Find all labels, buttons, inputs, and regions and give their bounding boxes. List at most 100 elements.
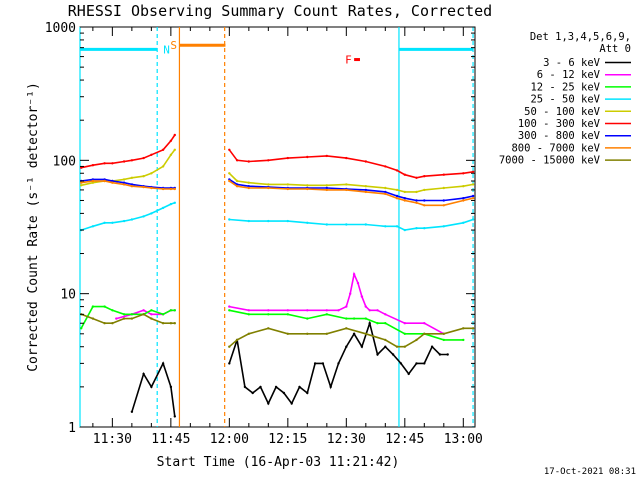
data-point-1-14 (345, 305, 348, 308)
data-point-2-20 (376, 322, 379, 325)
data-point-1-16 (352, 273, 356, 276)
data-point-0-20 (337, 362, 340, 365)
data-point-8-14 (267, 327, 270, 330)
data-point-1-11 (306, 309, 309, 312)
data-point-6-25 (442, 199, 445, 202)
data-point-2-2 (103, 305, 106, 308)
data-point-7-2 (103, 179, 106, 183)
data-point-5-4 (122, 160, 126, 163)
series-lines (80, 133, 475, 418)
y-axis-label: Corrected Count Rate (s⁻¹ detector⁻¹) (26, 82, 41, 372)
series-line-3-0 (80, 202, 176, 231)
data-point-1-8 (247, 309, 250, 312)
data-point-4-5 (130, 176, 134, 179)
data-point-5-23 (415, 176, 418, 179)
legend-label-4: 50 - 100 keV (524, 106, 601, 118)
data-point-7-19 (364, 190, 367, 194)
legend-label-5: 100 - 300 keV (518, 118, 601, 130)
data-point-0-15 (298, 385, 301, 389)
data-point-5-3 (111, 162, 114, 165)
data-point-0-16 (306, 391, 309, 395)
timestamp-label: 17-Oct-2021 08:31 (544, 467, 636, 477)
data-point-2-18 (352, 317, 356, 320)
series-line-1-1 (229, 271, 445, 335)
data-point-1-21 (376, 309, 379, 312)
data-point-3-16 (325, 223, 328, 226)
x-tick-label-4: 12:30 (327, 432, 366, 447)
data-point-2-19 (364, 317, 367, 320)
data-point-2-9 (169, 309, 173, 312)
annotation-f: F (345, 54, 352, 67)
legend-label-3: 25 - 50 keV (530, 94, 600, 106)
data-point-5-1 (91, 164, 95, 167)
data-point-0-27 (391, 353, 395, 356)
y-tick-label-2: 100 (53, 154, 76, 169)
legend-label-2: 12 - 25 keV (530, 81, 600, 93)
data-point-5-22 (403, 173, 406, 176)
data-point-8-23 (415, 338, 418, 342)
data-point-4-14 (267, 183, 270, 186)
data-point-2-0 (80, 327, 83, 330)
data-point-3-4 (122, 219, 126, 223)
data-point-5-7 (150, 153, 153, 156)
data-point-6-4 (122, 181, 126, 184)
data-point-0-18 (321, 362, 325, 365)
data-point-0-31 (423, 362, 426, 365)
data-point-4-21 (395, 188, 399, 192)
data-point-1-7 (228, 305, 231, 308)
data-point-0-1 (142, 372, 145, 376)
data-point-6-13 (247, 185, 250, 188)
data-point-6-27 (471, 194, 475, 198)
data-point-1-9 (267, 309, 270, 312)
series-line-3-1 (229, 218, 474, 231)
data-point-4-0 (80, 184, 83, 187)
data-point-7-23 (415, 201, 418, 204)
data-point-4-18 (345, 183, 348, 186)
legend-label-0: 3 - 6 keV (543, 57, 601, 69)
data-point-8-13 (247, 332, 250, 335)
data-point-6-24 (423, 199, 426, 202)
data-point-2-17 (345, 317, 348, 320)
data-point-8-22 (403, 345, 406, 348)
data-point-8-27 (471, 327, 475, 330)
data-point-2-25 (462, 338, 465, 342)
data-point-4-25 (442, 186, 445, 190)
data-point-3-26 (471, 218, 475, 221)
data-point-3-10 (173, 201, 176, 204)
data-point-4-19 (364, 185, 367, 188)
data-point-1-3 (150, 313, 153, 316)
data-point-2-4 (122, 313, 126, 316)
data-point-7-16 (306, 187, 309, 191)
data-point-0-2 (150, 385, 153, 389)
y-tick-label-1: 10 (60, 288, 76, 303)
data-point-0-29 (407, 372, 410, 376)
legend-header-0: Det 1,3,4,5,6,9, (530, 31, 631, 43)
data-point-3-5 (130, 218, 134, 221)
data-point-4-15 (286, 183, 289, 186)
data-point-3-14 (286, 219, 289, 223)
data-point-2-12 (247, 313, 250, 316)
data-point-7-12 (235, 185, 239, 188)
data-point-8-15 (286, 332, 289, 335)
data-point-5-5 (130, 159, 134, 162)
data-point-0-24 (368, 322, 371, 325)
data-point-3-13 (267, 219, 270, 223)
data-point-1-13 (337, 309, 340, 312)
data-point-3-8 (161, 206, 165, 210)
data-point-5-20 (384, 165, 387, 168)
data-point-0-25 (376, 353, 379, 356)
data-point-0-22 (352, 332, 356, 335)
data-point-8-17 (325, 332, 328, 335)
data-point-5-16 (306, 155, 309, 159)
data-point-7-11 (228, 179, 231, 183)
data-point-2-14 (286, 313, 289, 316)
data-point-0-0 (130, 410, 134, 413)
data-point-1-22 (384, 313, 387, 316)
data-point-2-7 (150, 309, 153, 312)
data-point-8-25 (442, 332, 445, 335)
x-tick-label-5: 12:45 (385, 432, 424, 447)
data-point-5-26 (462, 172, 465, 175)
data-point-5-24 (423, 175, 426, 178)
